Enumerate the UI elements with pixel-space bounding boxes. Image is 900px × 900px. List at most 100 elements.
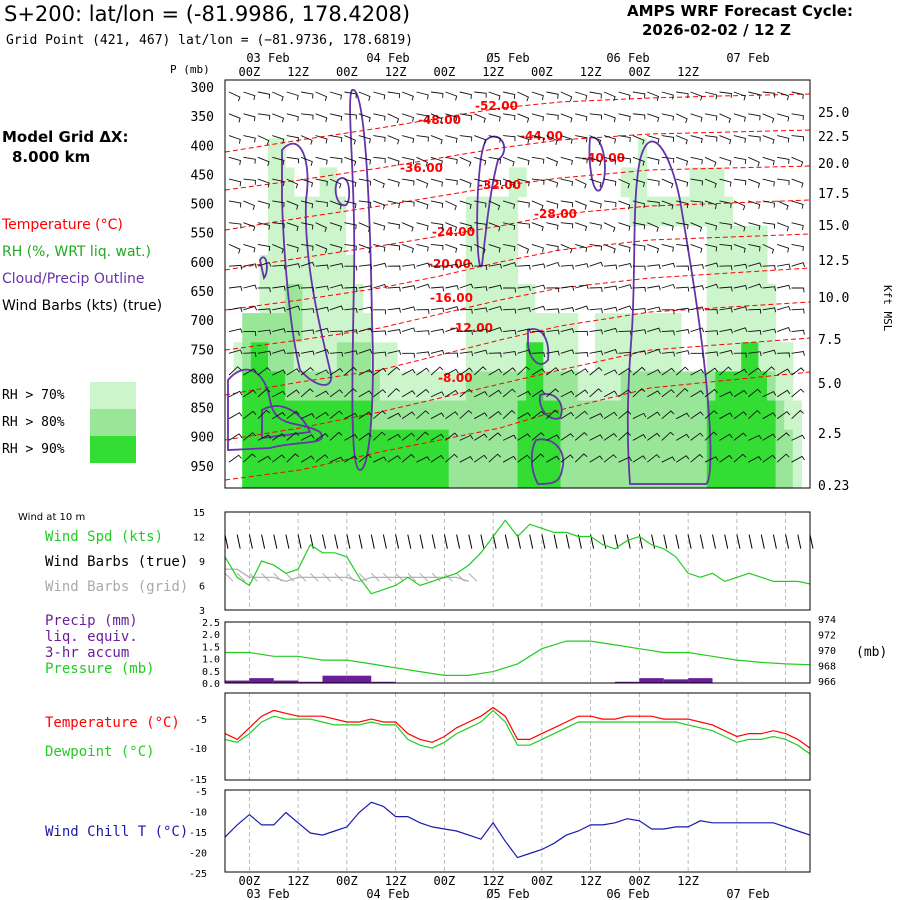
rh-cell: [508, 225, 519, 256]
wind-barb: [344, 412, 358, 420]
rh-cell: [268, 429, 278, 460]
wind-barb: [286, 113, 299, 122]
wind-barb: [401, 411, 416, 420]
wind-barb: [517, 200, 530, 208]
rh-cell: [758, 342, 768, 373]
rh-cell: [302, 342, 312, 373]
wind-barb: [474, 307, 488, 313]
wind-barb: [430, 265, 444, 271]
wind-barb: [502, 178, 515, 188]
wind-barb: [719, 286, 733, 292]
rh-cell: [741, 342, 751, 373]
wind-barb: [791, 455, 805, 463]
rh-cell: [465, 254, 476, 285]
wind-barb: [503, 91, 516, 99]
rh-cell: [336, 458, 347, 489]
wind-barb: [575, 91, 588, 100]
rh-cell: [732, 371, 742, 402]
pressure-tick: 450: [191, 168, 214, 183]
rh-cell: [655, 313, 665, 343]
rh-cell: [250, 429, 261, 460]
rh-cell: [775, 400, 785, 431]
rh-cell: [775, 342, 785, 373]
rh-cell: [594, 371, 605, 402]
rh-cell: [680, 371, 691, 402]
wind-barb: [344, 178, 357, 187]
precip-ytick: 0.5: [202, 667, 220, 678]
rh-cell: [732, 429, 742, 460]
rh-cell: [603, 429, 613, 460]
rh-cell: [491, 284, 501, 314]
rh-cell: [723, 458, 734, 489]
wind-panel-title: Wind at 10 m: [18, 512, 85, 523]
top-time-tick: 00Z: [239, 65, 261, 79]
rh-cell: [250, 400, 261, 431]
bottom-day-label: 04 Feb: [366, 887, 409, 900]
isotherm-line: [224, 93, 811, 153]
rh-cell: [465, 458, 476, 489]
pressure-tick: 950: [191, 460, 214, 475]
wind-barb: [502, 262, 517, 267]
wind-barb: [661, 309, 675, 315]
rh-cell: [491, 458, 501, 489]
rh-cell: [354, 400, 364, 431]
wind-barb: [228, 243, 241, 254]
precip-ytick: 0.0: [202, 679, 220, 690]
wind-barb: [517, 390, 531, 398]
wind-barb: [300, 178, 314, 188]
wind-barb: [445, 327, 459, 333]
rh-cell: [268, 138, 278, 169]
wind-barb: [315, 306, 330, 312]
wind-barb: [502, 367, 516, 376]
wind-barb: [575, 113, 588, 122]
wind-barb: [777, 156, 790, 164]
wind-barb: [358, 243, 371, 254]
temp-legend: Temperature (°C): [45, 715, 180, 731]
rh-cell: [285, 225, 295, 256]
wind-barb: [589, 350, 604, 356]
rh-cell: [655, 429, 665, 460]
wind-barb: [647, 454, 661, 463]
pressure-axis-title: P (mb): [170, 63, 210, 76]
wind-barb: [445, 411, 459, 420]
wind-barb: [661, 410, 675, 420]
windchill-ytick: -10: [189, 808, 207, 819]
rh-cell: [543, 429, 553, 460]
wind-barb: [776, 135, 790, 143]
wind-barb: [690, 243, 703, 253]
rh-cell: [268, 284, 278, 314]
wind-barb: [228, 135, 241, 144]
rh-cell: [560, 429, 570, 460]
rh-cell: [336, 254, 347, 285]
surface-wind-barb: [712, 534, 716, 549]
rh-cell: [732, 225, 742, 256]
wind-barb: [228, 328, 243, 334]
rh-cell: [328, 342, 338, 373]
rh-cell: [268, 196, 278, 227]
wind-barb: [546, 350, 560, 356]
height-tick: 12.5: [818, 254, 849, 269]
wind-barb: [488, 243, 501, 253]
precip-ytick: 1.0: [202, 655, 220, 666]
wind-barb: [603, 135, 617, 144]
wind-barb: [560, 285, 575, 291]
wind-barb: [719, 178, 732, 187]
wind-barb: [690, 113, 703, 122]
wind-barb: [402, 156, 415, 165]
rh-cell: [758, 225, 768, 256]
rh-cell: [551, 313, 562, 343]
rh-cell: [483, 400, 493, 431]
wind-barb: [632, 366, 646, 376]
wind-barb: [459, 283, 474, 289]
rh-cell: [706, 225, 716, 256]
rh-cell: [319, 313, 329, 343]
surface-wind-barb: [346, 534, 351, 549]
pressure-tick: 400: [191, 139, 214, 154]
wind-barb: [791, 135, 804, 142]
rh-cell: [276, 196, 286, 227]
rh-cell: [285, 254, 295, 285]
isotherm-label: -44.00: [520, 129, 563, 143]
wind-barb: [445, 91, 458, 101]
rh-cell: [508, 458, 519, 489]
wind-barb: [748, 91, 761, 100]
